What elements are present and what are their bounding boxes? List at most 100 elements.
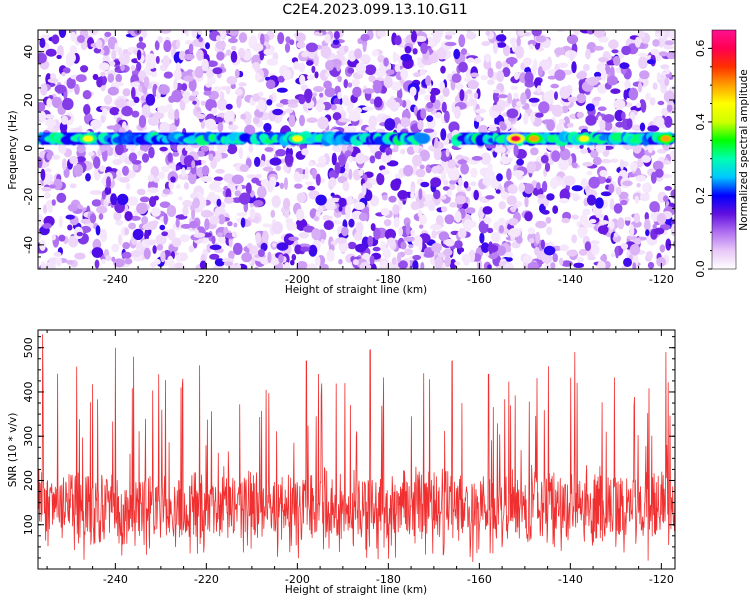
noise-blob (454, 210, 462, 223)
noise-blob (262, 223, 271, 228)
band-hotspot (579, 135, 589, 142)
noise-blob (576, 93, 587, 104)
noise-blob (642, 182, 653, 193)
noise-blob (258, 91, 264, 97)
noise-blob (399, 117, 411, 128)
noise-blob (449, 202, 458, 208)
noise-blob (299, 74, 306, 85)
noise-blob (128, 222, 137, 230)
noise-blob (201, 159, 206, 165)
noise-blob (68, 235, 79, 248)
noise-blob (53, 178, 63, 191)
noise-blob (496, 70, 505, 83)
noise-blob (454, 261, 461, 266)
noise-blob (507, 184, 518, 195)
noise-blob (323, 80, 332, 89)
noise-blob (656, 72, 661, 81)
noise-blob (188, 95, 196, 102)
noise-blob (580, 148, 588, 154)
noise-blob (535, 231, 541, 245)
noise-blob (76, 144, 86, 154)
noise-blob (104, 31, 112, 38)
noise-blob (515, 45, 525, 59)
noise-blob (343, 45, 349, 53)
noise-blob (266, 58, 279, 66)
noise-blob (573, 30, 580, 36)
noise-blob (559, 244, 569, 252)
noise-blob (152, 176, 160, 183)
noise-blob (262, 230, 269, 244)
noise-blob (423, 128, 435, 133)
noise-blob (122, 165, 129, 176)
noise-blob (175, 254, 181, 262)
noise-blob (277, 32, 285, 45)
noise-blob (210, 158, 218, 169)
noise-blob (469, 249, 476, 263)
noise-blob (180, 223, 192, 229)
noise-blob (287, 99, 299, 105)
noise-blob (388, 195, 397, 203)
noise-blob (161, 231, 169, 237)
noise-blob (90, 119, 102, 129)
noise-blob (586, 76, 599, 86)
noise-blob (154, 40, 160, 51)
noise-blob (293, 61, 300, 70)
noise-blob (598, 36, 609, 43)
noise-blob (117, 234, 123, 246)
noise-blob (595, 142, 606, 153)
noise-blob (324, 33, 331, 44)
noise-blob (652, 160, 664, 171)
y-tick-label: 100 (22, 514, 35, 535)
noise-blob (117, 47, 123, 56)
noise-blob (550, 262, 556, 269)
band-hotspot (292, 135, 303, 142)
noise-blob (94, 259, 100, 269)
noise-blob (664, 40, 675, 46)
noise-blob (174, 262, 184, 269)
noise-blob (401, 100, 407, 108)
noise-blob (108, 60, 116, 67)
noise-blob (65, 214, 75, 220)
noise-blob (412, 260, 419, 269)
noise-blob (249, 208, 256, 220)
noise-blob (237, 47, 246, 58)
noise-blob (436, 215, 444, 226)
noise-blob (599, 169, 608, 177)
noise-blob (283, 69, 292, 81)
noise-blob (652, 39, 660, 47)
noise-blob (371, 49, 380, 57)
noise-blob (441, 101, 447, 113)
noise-blob (136, 42, 147, 49)
noise-blob (275, 103, 284, 108)
noise-blob (315, 173, 321, 186)
noise-blob (663, 45, 674, 50)
noise-blob (294, 183, 303, 189)
noise-blob (403, 164, 414, 177)
noise-blob (517, 30, 525, 37)
snr-line (38, 334, 675, 562)
noise-blob (111, 243, 120, 253)
x-tick-label: -240 (103, 573, 128, 586)
noise-blob (89, 30, 99, 36)
noise-blob (446, 189, 453, 198)
noise-blob (526, 161, 537, 174)
noise-blob (151, 207, 161, 217)
noise-blob (170, 176, 176, 183)
noise-blob (398, 260, 408, 269)
noise-blob (240, 113, 247, 120)
noise-blob (307, 185, 316, 191)
noise-blob (111, 49, 117, 61)
noise-blob (506, 108, 519, 119)
noise-blob (226, 143, 238, 155)
noise-blob (530, 102, 538, 108)
noise-blob (265, 79, 276, 90)
noise-blob (547, 75, 557, 80)
noise-blob (561, 105, 569, 114)
x-tick-label: -160 (467, 573, 492, 586)
noise-blob (196, 113, 206, 119)
noise-blob (632, 262, 637, 269)
noise-blob (138, 70, 147, 81)
noise-blob (325, 72, 330, 78)
noise-blob (291, 254, 297, 261)
